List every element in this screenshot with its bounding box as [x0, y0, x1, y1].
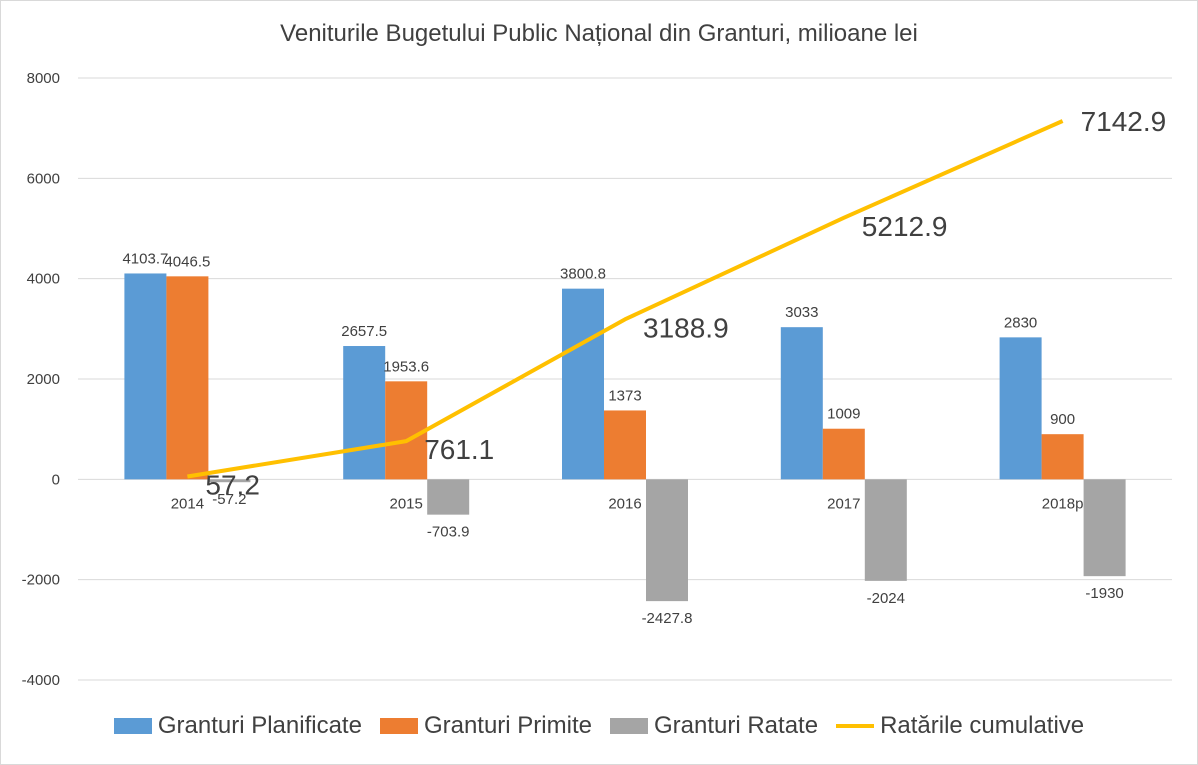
bar-granturi-ratate [646, 479, 688, 602]
legend-label: Ratările cumulative [880, 712, 1085, 739]
bar-granturi-planificate [780, 327, 823, 480]
y-tick-label: -4000 [22, 672, 60, 689]
legend-item: Ratările cumulative [836, 712, 1084, 740]
line-data-label: 761.1 [424, 434, 494, 465]
legend-swatch [113, 718, 152, 734]
bar-granturi-primite [604, 410, 646, 480]
bar-data-label: -703.9 [427, 524, 470, 541]
bar-data-label: -2427.8 [642, 610, 693, 627]
bar-data-label: 900 [1050, 411, 1075, 428]
y-tick-label: -2000 [22, 572, 60, 589]
bar-granturi-planificate [562, 288, 604, 480]
legend-item: Granturi Planificate [113, 712, 362, 740]
bar-data-label: 3033 [785, 304, 818, 321]
y-tick-label: 8000 [27, 70, 60, 87]
legend-label: Granturi Ratate [653, 712, 819, 739]
bar-data-label: -1930 [1085, 585, 1123, 602]
bar-granturi-ratate [427, 479, 470, 515]
bar-granturi-planificate [124, 273, 167, 480]
line-data-label: 57.2 [205, 469, 260, 500]
line-ratarile-cumulative [187, 119, 1064, 479]
x-category-label: 2016 [608, 495, 641, 512]
legend-label: Granturi Planificate [157, 712, 362, 739]
y-tick-label: 4000 [27, 271, 60, 288]
legend-swatch [379, 718, 418, 734]
bar-data-label: 2830 [1004, 314, 1037, 331]
legend-label: Granturi Primite [423, 712, 592, 739]
legend-item: Granturi Ratate [609, 712, 819, 740]
y-tick-label: 2000 [27, 371, 60, 388]
bar-granturi-ratate [864, 479, 907, 581]
bar-granturi-ratate [208, 479, 251, 483]
x-category-label: 2015 [390, 495, 423, 512]
bar-data-label: 1953.6 [383, 358, 429, 375]
legend-item: Granturi Primite [379, 712, 592, 740]
bar-data-label: 1009 [827, 406, 860, 423]
bar-granturi-primite [385, 381, 428, 480]
line-data-label: 3188.9 [643, 312, 729, 343]
bar-granturi-primite [166, 276, 209, 480]
bar-data-label: 1373 [608, 387, 641, 404]
legend: Granturi Planificate Granturi Primite Gran… [0, 712, 1198, 740]
bar-granturi-primite [822, 428, 865, 480]
line-data-label: 7142.9 [1081, 106, 1167, 137]
legend-swatch [836, 724, 875, 728]
bar-data-label: 4046.5 [164, 253, 210, 270]
legend-swatch [609, 718, 648, 734]
bar-data-label: 3800.8 [560, 266, 606, 283]
bar-data-label: -57.2 [212, 491, 246, 508]
chart-title: Veniturile Bugetului Public Național din… [280, 20, 918, 47]
x-category-label: 2017 [827, 495, 860, 512]
x-category-label: 2018p [1042, 495, 1084, 512]
bar-granturi-planificate [343, 346, 386, 480]
bar-granturi-primite [1041, 434, 1084, 480]
bar-granturi-planificate [999, 337, 1042, 480]
bar-granturi-ratate [1083, 479, 1126, 577]
line-data-label: 5212.9 [862, 211, 948, 242]
x-category-label: 2014 [171, 495, 204, 512]
y-tick-label: 0 [52, 471, 60, 488]
bar-data-label: 4103.7 [122, 250, 168, 267]
y-tick-label: 6000 [27, 170, 60, 187]
bar-data-label: -2024 [867, 590, 905, 607]
bar-data-label: 2657.5 [341, 323, 387, 340]
